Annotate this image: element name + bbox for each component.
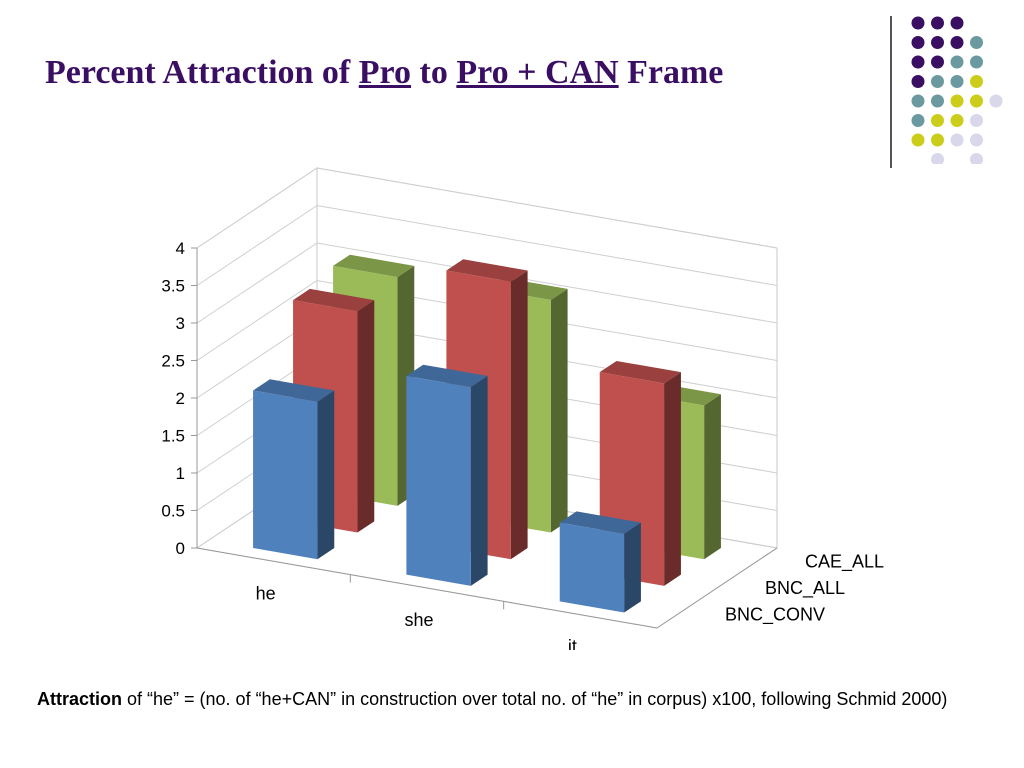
bar-top [253,379,335,402]
decorative-dot [950,133,964,147]
title-part1: Percent Attraction of [45,54,351,91]
decorative-dot [931,75,944,88]
title-frame: Frame [627,54,724,91]
decorative-dot [989,94,1003,108]
bar-side [470,375,488,586]
bar-top [293,288,375,312]
bar-front [559,522,625,613]
bar-BNC_CONV-it [559,511,641,613]
x-tick-label: she [404,610,433,630]
gridline [196,167,778,249]
bar-BNC_CONV-he [253,379,335,560]
bar-BNC_CONV-she [406,364,488,586]
decorative-dot [950,55,964,69]
bar-side [624,522,641,613]
bar-front [253,390,318,560]
caption-text: of “he” = (no. of “he+CAN” in constructi… [122,689,948,709]
bar-top [559,511,641,534]
decorative-dot [911,133,925,147]
x-tick-label: it [568,637,577,650]
bar-front [406,375,471,586]
y-tick-label: 4 [176,239,185,258]
gridline [196,242,778,324]
decorative-dot [911,94,925,108]
y-tick-label: 3.5 [161,277,185,296]
decorative-dot [970,114,983,127]
slide-title: Percent Attraction of Pro to Pro + CAN F… [45,54,723,104]
decorative-dot [970,153,983,164]
decorative-dot [970,94,983,108]
depth-axis-label: CAE_ALL [805,551,884,572]
y-tick-label: 2.5 [161,352,185,371]
decorative-dot [911,36,925,49]
caption: Attraction of “he” = (no. of “he+CAN” in… [37,680,997,718]
decorative-dot [970,55,983,69]
bar-top [599,360,681,384]
depth-axis-label: BNC_CONV [725,605,825,626]
title-pro: Pro [358,54,412,91]
decorative-dot [911,55,925,69]
caption-bold: Attraction [37,689,122,709]
decorative-dot [911,16,925,30]
depth-axis-line [656,547,778,629]
decorative-dot [931,55,944,69]
bar-top [333,254,415,278]
depth-axis-label: BNC_ALL [765,578,845,599]
bar-side [664,372,681,586]
gridline [196,204,778,286]
decorative-dot [931,94,944,108]
decorative-dot [950,16,964,30]
decorative-dot [931,153,944,164]
bar-side [317,390,335,560]
decorative-dot [970,36,983,49]
decorative-dot [931,16,944,30]
decorative-dot [970,75,983,88]
y-tick-label: 0.5 [161,502,185,521]
title-pro-can: Pro + CAN [456,54,619,91]
decorative-dot [970,133,983,147]
decorative-dot [931,114,944,127]
title-divider-line [890,16,892,168]
bar-chart-3d: 0 0.5 1 1.5 2 2.5 3 3.5 4 he she it BNC_CONV BNC_AL… [161,167,884,650]
y-tick-label: 1 [176,464,185,483]
gridline [196,279,778,361]
decorative-dot [911,114,925,127]
y-tick-label: 0 [176,539,185,558]
y-tick-label: 1.5 [161,427,185,446]
bar-side [704,394,721,560]
decorative-dot [950,94,964,108]
decorative-dot [911,75,925,88]
decorative-dot [950,75,964,88]
x-tick-label: he [256,583,276,603]
bar-side [550,288,568,533]
decorative-dot-grid [911,16,1003,164]
bar-side [357,300,375,533]
y-tick-label: 3 [176,314,185,333]
decorative-dot [950,114,964,127]
bar-top [406,364,488,388]
bar-side [510,270,528,560]
decorative-dot [950,36,964,49]
title-to: to [419,54,448,91]
decorative-dot [931,36,944,49]
bar-top [446,259,528,282]
y-tick-label: 2 [176,389,185,408]
x-axis-line [196,547,658,629]
decorative-dot [931,133,944,147]
